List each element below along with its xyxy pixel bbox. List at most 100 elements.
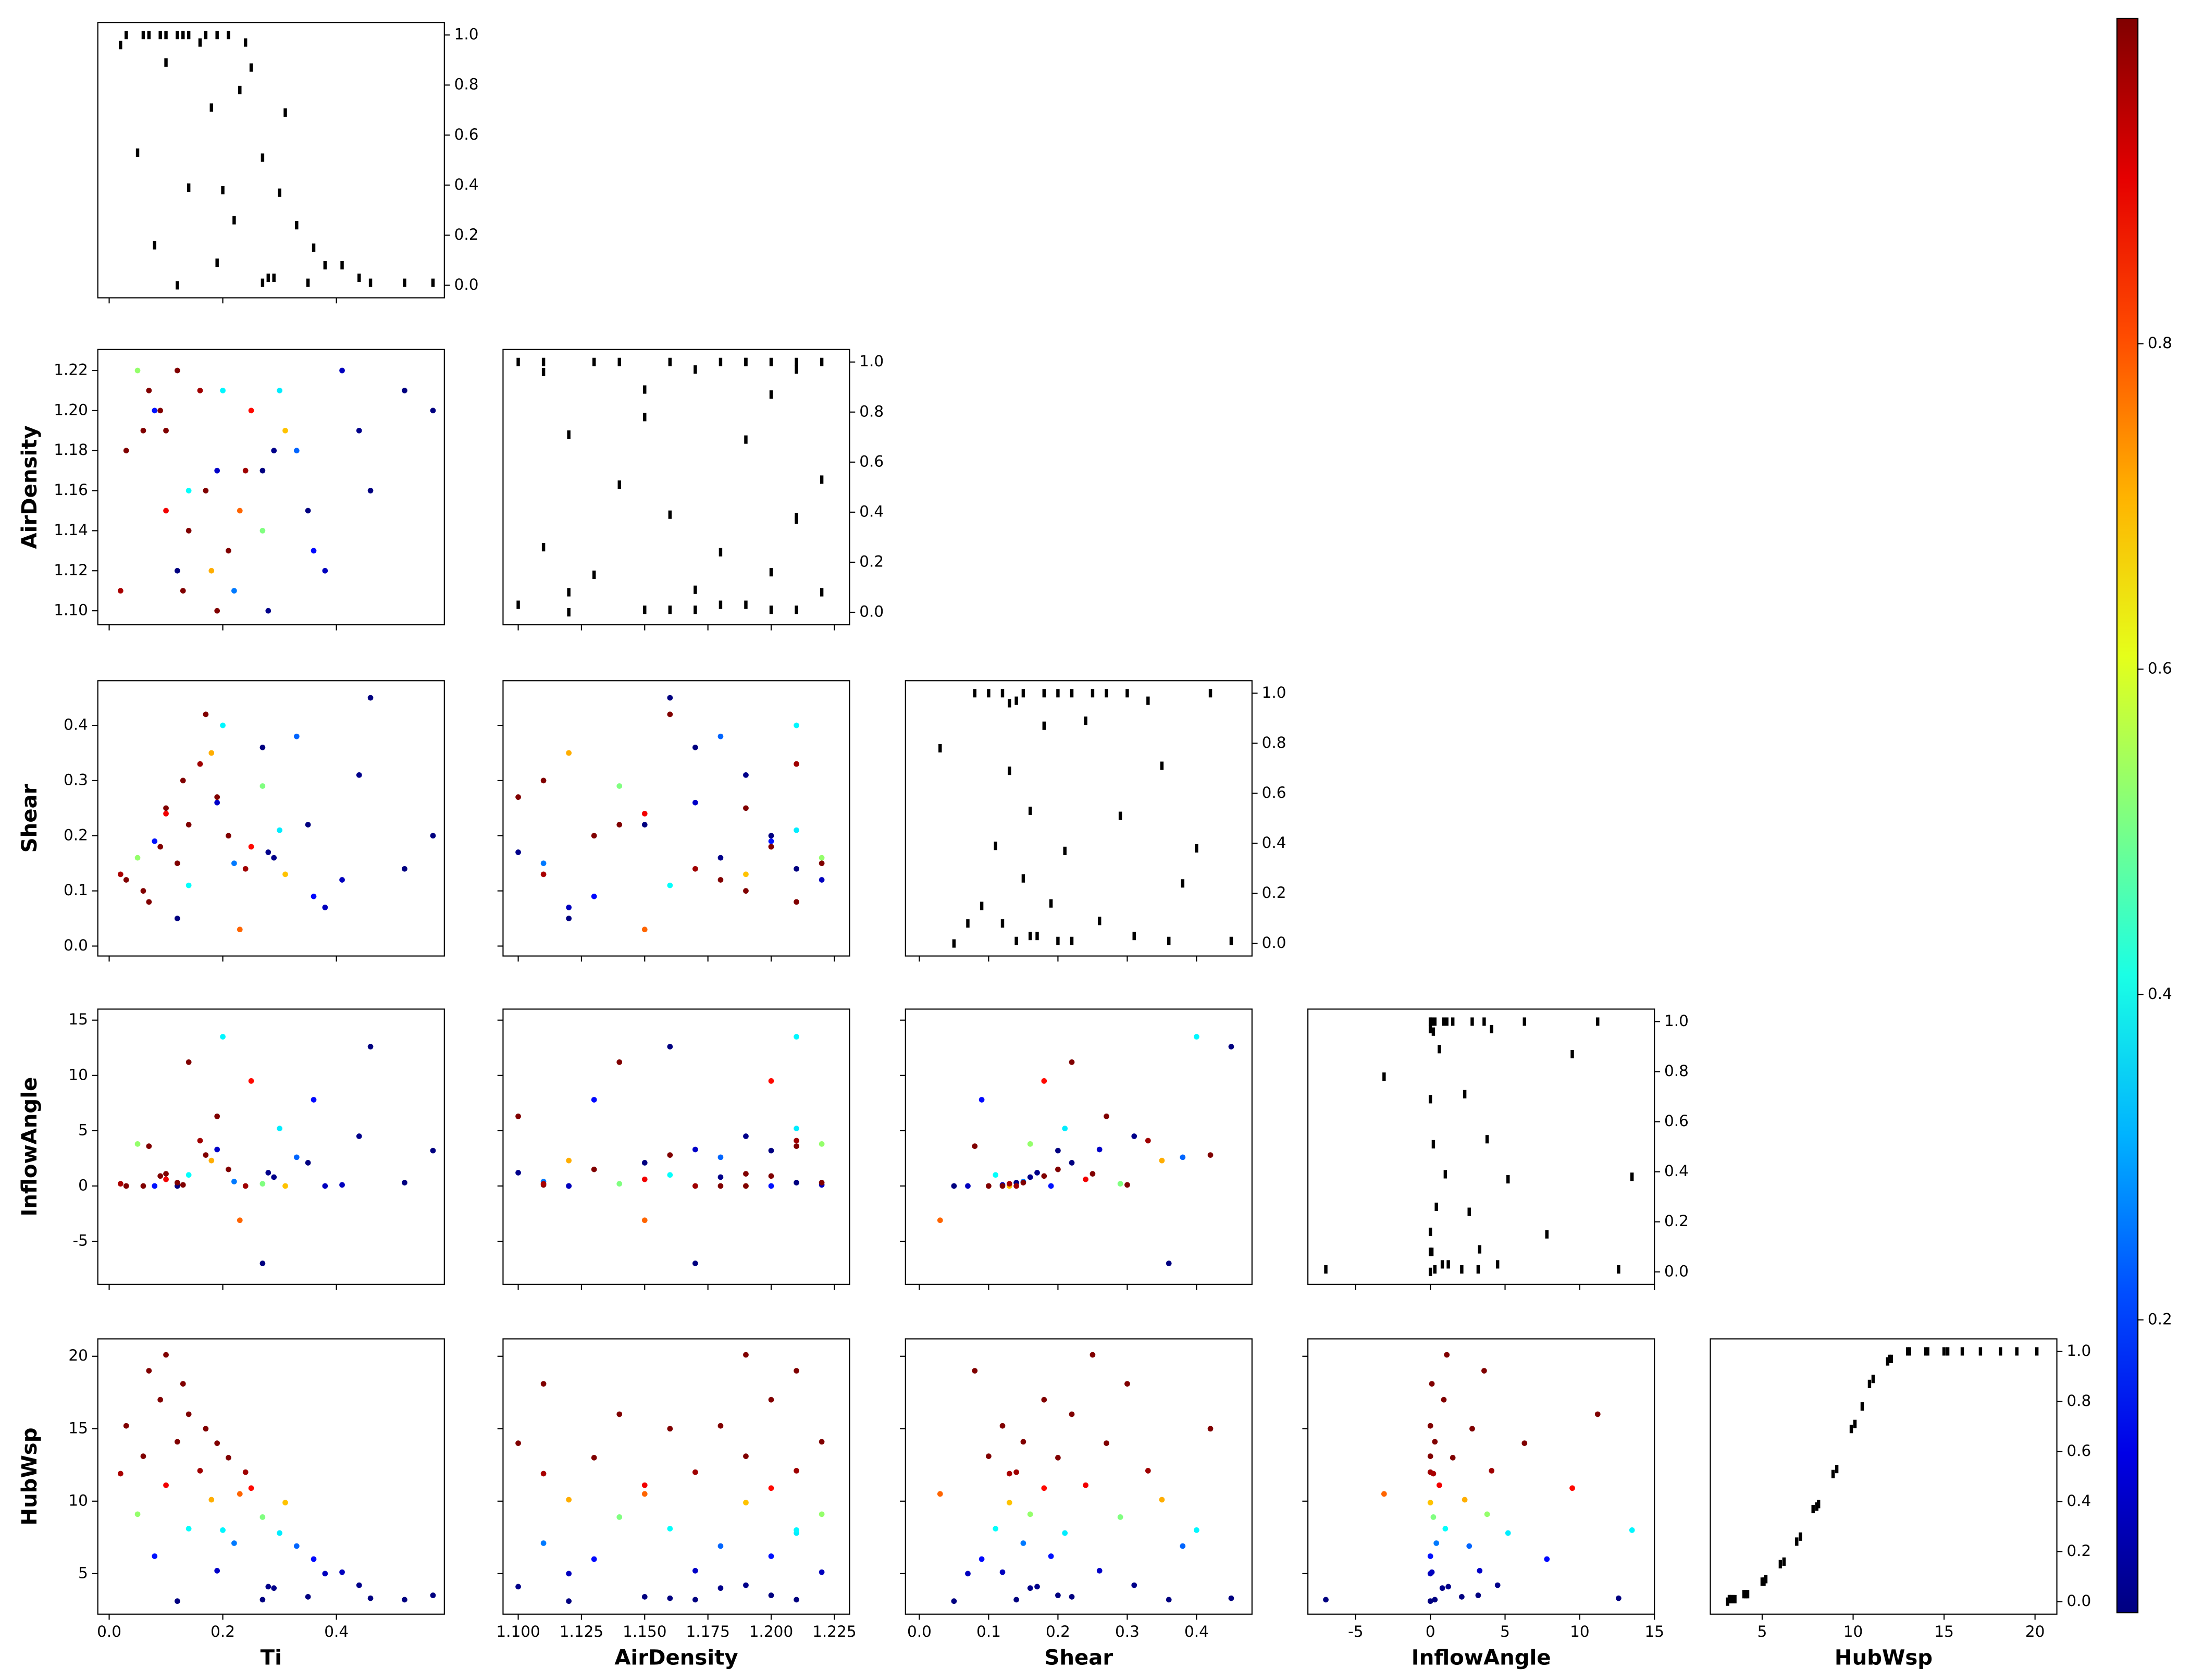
point: [768, 1485, 774, 1491]
point: [1495, 1260, 1500, 1269]
point: [231, 588, 237, 594]
point: [641, 1593, 648, 1600]
point: [322, 1183, 328, 1189]
point: [214, 467, 220, 474]
point: [540, 1540, 547, 1546]
point: [794, 1138, 799, 1144]
point: [293, 733, 300, 739]
point: [794, 1143, 799, 1149]
panel-frame: [97, 1008, 445, 1285]
point: [1946, 1347, 1950, 1356]
point: [185, 488, 192, 493]
point: [1446, 1260, 1450, 1269]
y-tick-label: 1.18: [54, 441, 88, 459]
point: [979, 1556, 985, 1562]
point: [667, 1044, 673, 1049]
point: [231, 1540, 237, 1546]
point: [819, 1439, 825, 1445]
point: [819, 1180, 825, 1185]
point: [231, 1179, 237, 1184]
point: [616, 1181, 623, 1187]
point: [181, 31, 185, 40]
point: [339, 1569, 345, 1575]
y-tick-label: 1.0: [454, 26, 479, 43]
point: [278, 188, 281, 197]
point: [1888, 1354, 1891, 1363]
y-tick-label: 1.20: [54, 401, 88, 418]
point: [180, 1182, 186, 1188]
point: [158, 31, 162, 40]
point: [1048, 1183, 1054, 1189]
panel-frame: [1710, 1338, 2058, 1615]
point: [1069, 1059, 1075, 1065]
point: [719, 548, 723, 557]
point: [1430, 1017, 1434, 1026]
point: [965, 1183, 971, 1189]
point: [430, 407, 436, 414]
point: [641, 822, 648, 827]
point: [794, 1597, 799, 1603]
point: [259, 745, 266, 750]
point: [1013, 1597, 1019, 1603]
point: [951, 1598, 957, 1604]
y-tick-label: 0.2: [64, 826, 88, 844]
point: [993, 1526, 999, 1532]
point: [367, 1044, 374, 1049]
point: [1433, 1540, 1440, 1546]
point: [208, 750, 215, 756]
point: [566, 1157, 572, 1164]
point: [616, 1514, 623, 1520]
point: [1433, 1017, 1437, 1026]
point: [220, 1034, 226, 1040]
point: [271, 1174, 277, 1180]
point: [1438, 1045, 1441, 1054]
panel-frame: [905, 1008, 1253, 1285]
y-tick-label: 0.1: [64, 881, 88, 899]
point: [795, 513, 798, 522]
point: [540, 1471, 547, 1477]
point: [134, 1141, 141, 1147]
point: [1816, 1500, 1821, 1509]
point: [1475, 1592, 1481, 1598]
point: [591, 893, 597, 899]
point: [692, 866, 698, 872]
point: [1467, 1207, 1471, 1216]
point: [1478, 1245, 1482, 1254]
point: [403, 278, 406, 287]
panel-frame: [502, 1008, 850, 1285]
point: [356, 772, 362, 778]
point: [1760, 1577, 1764, 1586]
point: [117, 588, 123, 594]
point: [185, 1172, 192, 1178]
x-tick-label: 1.100: [496, 1623, 540, 1640]
point: [743, 1183, 749, 1189]
x-axis-label: InflowAngle: [1412, 1646, 1551, 1670]
point: [203, 488, 209, 493]
point: [1117, 1181, 1123, 1187]
point: [743, 805, 749, 811]
point: [692, 1469, 698, 1475]
point: [117, 1181, 123, 1187]
point: [794, 866, 799, 872]
point: [986, 1453, 992, 1459]
point: [1104, 1440, 1109, 1446]
point: [1180, 1154, 1186, 1160]
point: [305, 822, 311, 827]
point: [141, 31, 145, 40]
point: [232, 216, 236, 225]
point: [794, 761, 799, 767]
point: [185, 882, 192, 888]
point: [1831, 1469, 1835, 1478]
point: [1062, 1126, 1068, 1132]
point: [795, 365, 798, 374]
point: [643, 413, 647, 422]
point: [986, 1183, 992, 1189]
y-tick-label: 0.4: [859, 502, 884, 520]
point: [1090, 1352, 1096, 1358]
point: [271, 855, 277, 861]
point: [164, 31, 168, 40]
point: [214, 1567, 220, 1574]
point: [1594, 1411, 1601, 1417]
point: [1096, 1567, 1103, 1574]
